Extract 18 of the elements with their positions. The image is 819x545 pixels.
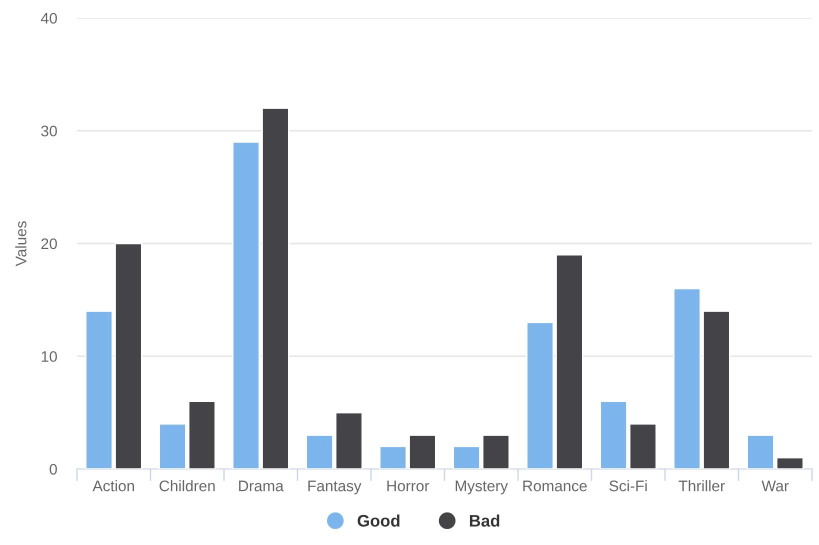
x-tick-label: Thriller [678, 480, 725, 492]
legend-label: Good [358, 514, 400, 527]
y-tick-label: 10 [42, 351, 57, 362]
x-tick-label: Action [92, 480, 134, 492]
legend-label: Bad [470, 514, 500, 527]
x-tick-label: Horror [387, 480, 430, 492]
y-tick-label: 0 [50, 464, 57, 475]
x-tick-label: Mystery [456, 480, 508, 494]
y-tick-label: 30 [41, 126, 57, 136]
x-tick-label: Sci-Fi [609, 480, 647, 492]
x-tick-label: Drama [239, 480, 284, 492]
x-tick-label: Children [160, 480, 215, 492]
x-tick-label: War [762, 480, 789, 492]
y-tick-label: 20 [41, 238, 57, 250]
x-tick-label: Romance [523, 480, 587, 492]
x-tick-label: Fantasy [308, 480, 362, 494]
y-axis-title: Values [15, 221, 26, 266]
y-tick-label: 40 [40, 12, 57, 24]
